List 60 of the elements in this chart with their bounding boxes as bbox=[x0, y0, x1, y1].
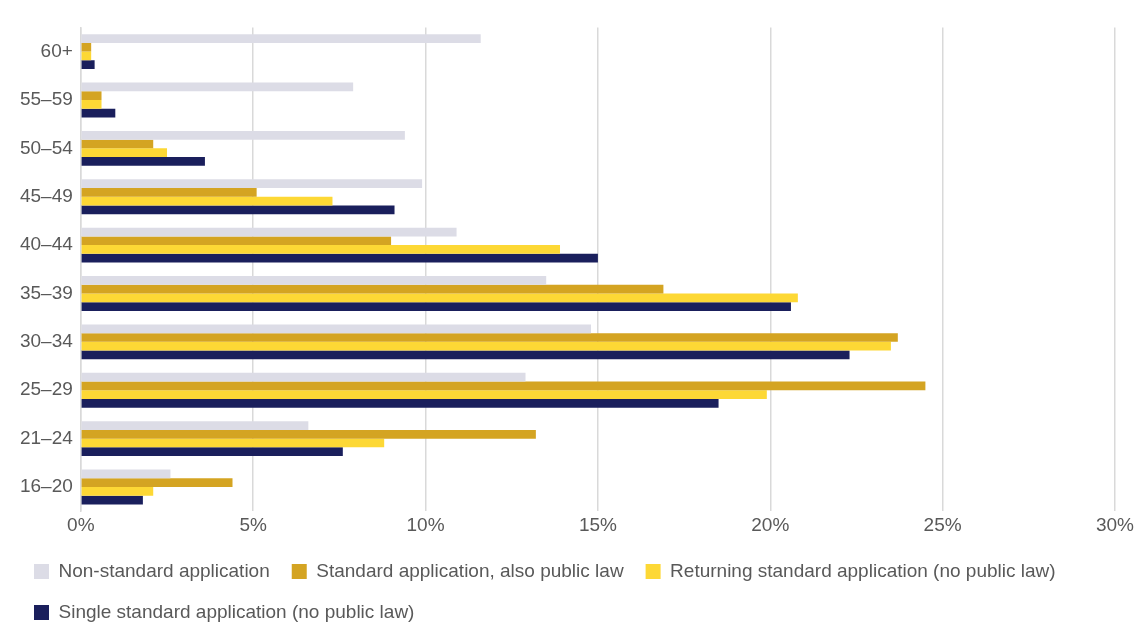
y-tick-label: 25–29 bbox=[19, 378, 73, 400]
bar bbox=[81, 42, 92, 52]
y-tick-label: 16–20 bbox=[19, 475, 73, 497]
bar bbox=[81, 276, 547, 285]
x-tick-label: 25% bbox=[923, 513, 962, 535]
y-tick-label: 60+ bbox=[40, 39, 73, 61]
y-tick-label: 21–24 bbox=[19, 426, 74, 448]
legend-label: Single standard application (no public law) bbox=[58, 600, 415, 622]
bar bbox=[81, 293, 798, 303]
y-tick-label: 50–54 bbox=[19, 136, 74, 158]
bar bbox=[81, 333, 898, 342]
bar bbox=[81, 253, 598, 263]
y-tick-label: 55–59 bbox=[19, 88, 73, 110]
bar bbox=[81, 447, 343, 457]
x-tick-label: 10% bbox=[406, 513, 445, 535]
y-tick-label: 40–44 bbox=[19, 233, 74, 255]
bar bbox=[81, 381, 926, 391]
bar bbox=[81, 188, 257, 197]
bar bbox=[81, 91, 102, 100]
x-tick-label: 15% bbox=[578, 513, 618, 535]
bar bbox=[81, 302, 791, 311]
y-tick-label: 35–39 bbox=[19, 281, 73, 303]
x-tick-label: 0% bbox=[67, 513, 95, 535]
x-tick-label: 5% bbox=[239, 513, 268, 535]
bar bbox=[81, 227, 457, 237]
bar bbox=[81, 324, 592, 334]
x-tick-label: 20% bbox=[751, 513, 790, 535]
x-tick-label: 30% bbox=[1095, 513, 1135, 535]
bar bbox=[81, 341, 891, 351]
bar bbox=[81, 82, 354, 92]
bar bbox=[81, 196, 333, 206]
legend-label: Standard application, also public law bbox=[316, 559, 624, 581]
bar bbox=[81, 478, 233, 488]
bar bbox=[81, 421, 309, 430]
bar bbox=[81, 495, 143, 505]
bar bbox=[81, 245, 560, 254]
y-tick-label: 30–34 bbox=[19, 330, 74, 352]
bar bbox=[81, 429, 536, 439]
bar bbox=[81, 130, 405, 140]
bar bbox=[81, 390, 767, 399]
bar bbox=[81, 60, 95, 70]
bar bbox=[81, 179, 423, 189]
bar bbox=[81, 487, 154, 496]
bar bbox=[81, 236, 392, 246]
bar bbox=[81, 398, 719, 408]
y-tick-label: 45–49 bbox=[19, 184, 73, 206]
bar bbox=[81, 205, 395, 215]
bar bbox=[81, 438, 385, 448]
bar bbox=[81, 372, 526, 382]
bar bbox=[81, 99, 102, 109]
bar bbox=[81, 157, 205, 166]
bar bbox=[81, 148, 168, 158]
legend-label: Non-standard application bbox=[58, 559, 270, 581]
bar bbox=[81, 284, 664, 294]
bar bbox=[81, 469, 171, 479]
legend-label: Returning standard application (no public law) bbox=[670, 559, 1056, 581]
bar bbox=[81, 34, 481, 43]
bar bbox=[81, 108, 116, 118]
bar bbox=[81, 350, 850, 360]
bar bbox=[81, 139, 154, 149]
